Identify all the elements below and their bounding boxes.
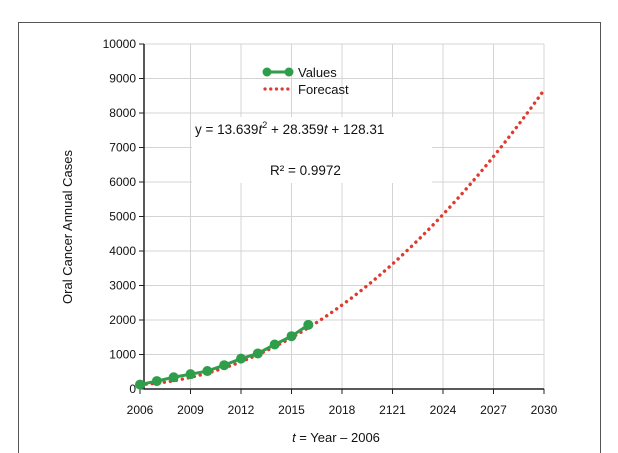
equation-variable-2: t bbox=[324, 122, 329, 137]
chart-frame bbox=[18, 22, 601, 453]
equation-suffix: + 128.31 bbox=[328, 122, 385, 137]
y-tick-label: 3000 bbox=[109, 279, 136, 293]
y-tick-labels: 0 1000 2000 3000 4000 5000 6000 7000 8000 9000 100… bbox=[103, 37, 137, 396]
values-point bbox=[252, 348, 263, 359]
values-point bbox=[135, 379, 145, 390]
y-tick-label: 0 bbox=[129, 382, 136, 396]
equation-middle: + 28.359 bbox=[267, 122, 324, 137]
legend-forecast-label: Forecast bbox=[298, 82, 349, 97]
values-point bbox=[236, 353, 246, 364]
equation-variable: t bbox=[258, 122, 263, 137]
values-point bbox=[185, 369, 196, 380]
axes bbox=[139, 43, 545, 394]
x-axis-title: t = Year – 2006 bbox=[292, 430, 380, 445]
x-tick-label: 2015 bbox=[278, 403, 305, 417]
x-tick-labels: 2006 2009 2012 2015 2018 2121 2024 2027 2030 bbox=[127, 403, 558, 417]
values-point bbox=[269, 339, 280, 350]
values-point bbox=[286, 331, 297, 342]
x-tick-label: 2030 bbox=[531, 403, 558, 417]
equation-exponent: 2 bbox=[262, 120, 267, 130]
values-point bbox=[303, 319, 314, 330]
legend: Values Forecast bbox=[262, 65, 349, 97]
values-point bbox=[151, 376, 162, 387]
values-point bbox=[168, 372, 179, 383]
equation-background bbox=[192, 117, 432, 183]
y-tick-label: 6000 bbox=[109, 175, 136, 189]
r-squared: R² = 0.9972 bbox=[270, 163, 341, 178]
y-tick-label: 10000 bbox=[103, 37, 137, 51]
values-point bbox=[219, 360, 230, 371]
trendline-equation: y = 13.639t2 + 28.359t + 128.31 bbox=[195, 120, 384, 137]
legend-values-marker-right bbox=[284, 67, 294, 77]
y-tick-label: 2000 bbox=[109, 313, 136, 327]
x-tick-label: 2006 bbox=[127, 403, 154, 417]
x-tick-label: 2012 bbox=[228, 403, 255, 417]
legend-values-marker-left bbox=[262, 67, 272, 77]
x-tick-label: 2018 bbox=[329, 403, 356, 417]
values-point bbox=[202, 366, 213, 377]
y-tick-label: 8000 bbox=[109, 106, 136, 120]
x-tick-label: 2009 bbox=[177, 403, 204, 417]
values-series bbox=[135, 319, 314, 390]
equation-prefix: y = 13.639 bbox=[195, 122, 258, 137]
y-tick-label: 4000 bbox=[109, 244, 136, 258]
x-tick-label: 2024 bbox=[430, 403, 457, 417]
y-tick-label: 1000 bbox=[109, 348, 136, 362]
legend-values-label: Values bbox=[298, 65, 337, 80]
x-tick-label: 2027 bbox=[480, 403, 507, 417]
equation-annotation: y = 13.639t2 + 28.359t + 128.31 R² = 0.9… bbox=[192, 117, 432, 183]
x-axis-title-rest: = Year – 2006 bbox=[296, 430, 380, 445]
x-tick-label: 2121 bbox=[379, 403, 406, 417]
y-tick-label: 5000 bbox=[109, 210, 136, 224]
y-axis-title: Oral Cancer Annual Cases bbox=[60, 150, 75, 304]
x-axis-title-variable: t bbox=[292, 430, 297, 445]
y-tick-label: 7000 bbox=[109, 141, 136, 155]
y-tick-label: 9000 bbox=[109, 72, 136, 86]
